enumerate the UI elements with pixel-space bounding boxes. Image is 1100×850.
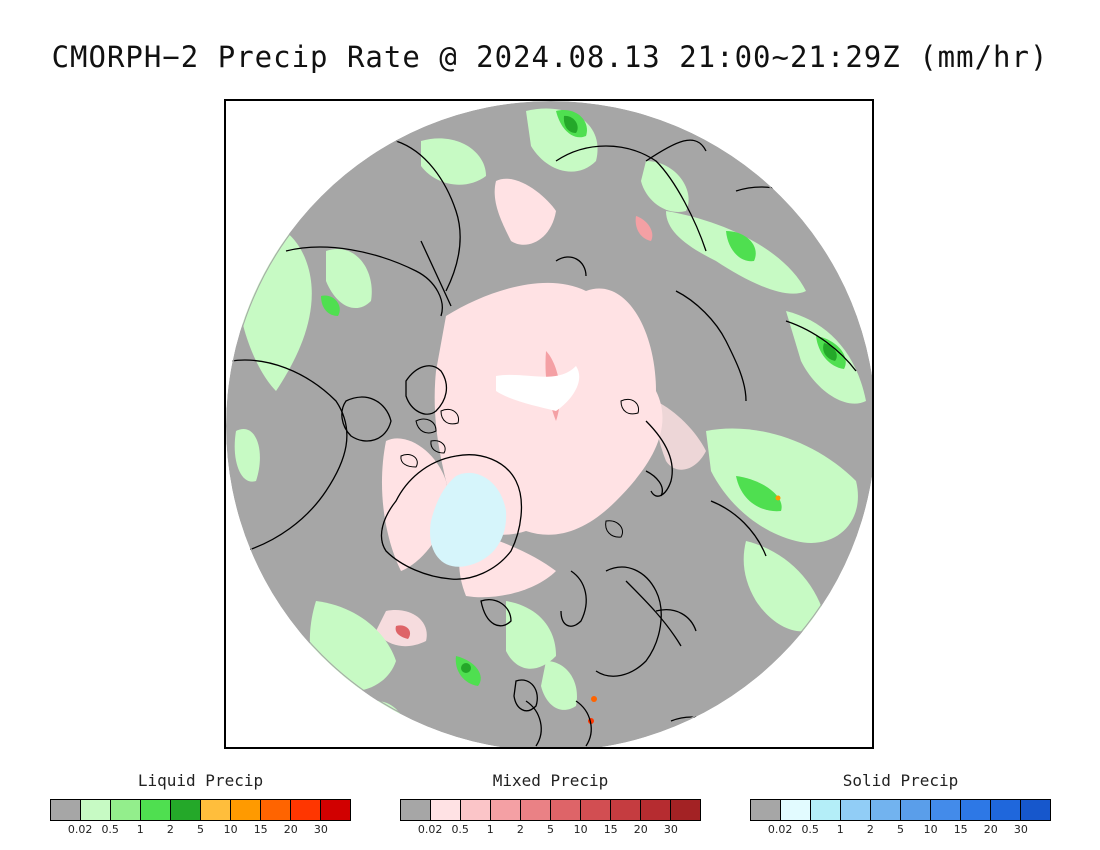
legend-swatch-0 bbox=[751, 800, 781, 820]
legend-tick-label: 15 bbox=[603, 823, 618, 836]
legend-tick-label: 10 bbox=[573, 823, 588, 836]
legend-tick-label: 30 bbox=[1013, 823, 1028, 836]
map-title: CMORPH−2 Precip Rate @ 2024.08.13 21:00~… bbox=[51, 40, 1049, 74]
legend-tick-label: 0.02 bbox=[417, 823, 443, 836]
legend-ticks: 0.02 0.5 1 2 5 10 15 20 30 bbox=[750, 821, 1051, 837]
legend-swatch-8 bbox=[641, 800, 671, 820]
solid-precip-area bbox=[430, 472, 507, 567]
legend-swatch-5 bbox=[551, 800, 581, 820]
legend-swatch-4 bbox=[171, 800, 201, 820]
legend-title: Liquid Precip bbox=[137, 771, 264, 790]
legend-title: Solid Precip bbox=[842, 771, 959, 790]
legend-tick-label: 1 bbox=[486, 823, 494, 836]
legend-swatch-6 bbox=[231, 800, 261, 820]
legend-tick-label: 5 bbox=[197, 823, 204, 836]
legend-swatch-0 bbox=[401, 800, 431, 820]
legend-liquid: Liquid Precip 0.02 0.5 1 2 5 10 15 20 30 bbox=[50, 770, 351, 837]
legend-swatch-1 bbox=[81, 800, 111, 820]
legend-swatch-5 bbox=[901, 800, 931, 820]
legend-swatch-4 bbox=[871, 800, 901, 820]
legend-swatch-2 bbox=[461, 800, 491, 820]
legend-swatch-7 bbox=[611, 800, 641, 820]
liquid-precip-heavy bbox=[461, 115, 837, 673]
precip-field bbox=[226, 101, 872, 747]
legend-swatch-0 bbox=[51, 800, 81, 820]
legend-tick-label: 30 bbox=[663, 823, 678, 836]
legend-tick-label: 2 bbox=[516, 823, 524, 836]
legend-tick-label: 20 bbox=[983, 823, 998, 836]
legend-tick-label: 5 bbox=[547, 823, 554, 836]
legend-swatch-9 bbox=[321, 800, 350, 820]
legend-swatch-2 bbox=[111, 800, 141, 820]
legend-swatch-1 bbox=[781, 800, 811, 820]
polar-precip-map bbox=[226, 101, 872, 747]
legend-swatch-1 bbox=[431, 800, 461, 820]
legend-ticks: 0.02 0.5 1 2 5 10 15 20 30 bbox=[50, 821, 351, 837]
legend-swatch-7 bbox=[961, 800, 991, 820]
legend-swatch-3 bbox=[491, 800, 521, 820]
legend-swatch-6 bbox=[581, 800, 611, 820]
legend-tick-label: 0.5 bbox=[801, 823, 819, 836]
legend-swatch-9 bbox=[1021, 800, 1050, 820]
legend-tick-label: 10 bbox=[223, 823, 238, 836]
legend-swatch-6 bbox=[931, 800, 961, 820]
legend-title: Mixed Precip bbox=[492, 771, 609, 790]
legend-tick-label: 0.5 bbox=[101, 823, 119, 836]
legend-tick-label: 30 bbox=[313, 823, 328, 836]
arctic-islands bbox=[400, 398, 640, 538]
polar-cap bbox=[496, 366, 580, 411]
legend-swatch-2 bbox=[811, 800, 841, 820]
legend-swatch-4 bbox=[521, 800, 551, 820]
legend-swatch-5 bbox=[201, 800, 231, 820]
legend-tick-label: 5 bbox=[897, 823, 904, 836]
legend-solid: Solid Precip 0.02 0.5 1 2 5 10 15 20 30 bbox=[750, 770, 1051, 837]
legend-tick-label: 15 bbox=[953, 823, 968, 836]
legend-tick-label: 2 bbox=[866, 823, 874, 836]
legend-tick-label: 2 bbox=[166, 823, 174, 836]
liquid-precip-intense bbox=[588, 495, 781, 724]
legend-colorbar bbox=[50, 799, 351, 821]
legend-tick-label: 0.5 bbox=[451, 823, 469, 836]
legend-swatch-7 bbox=[261, 800, 291, 820]
legend-tick-label: 20 bbox=[283, 823, 298, 836]
polar-map-frame bbox=[224, 99, 874, 749]
legend-tick-label: 10 bbox=[923, 823, 938, 836]
legend-colorbar bbox=[400, 799, 701, 821]
legend-tick-label: 0.02 bbox=[767, 823, 793, 836]
legend-swatch-8 bbox=[991, 800, 1021, 820]
legend-swatch-3 bbox=[841, 800, 871, 820]
legend-tick-label: 1 bbox=[836, 823, 844, 836]
map-disc-edge bbox=[226, 101, 872, 747]
legend-colorbar bbox=[750, 799, 1051, 821]
legend-swatch-9 bbox=[671, 800, 700, 820]
legend-ticks: 0.02 0.5 1 2 5 10 15 20 30 bbox=[400, 821, 701, 837]
legend-swatch-8 bbox=[291, 800, 321, 820]
legend-tick-label: 0.02 bbox=[67, 823, 93, 836]
legend-tick-label: 20 bbox=[633, 823, 648, 836]
legend-mixed: Mixed Precip 0.02 0.5 1 2 5 10 15 20 30 bbox=[400, 770, 701, 837]
legend-swatch-3 bbox=[141, 800, 171, 820]
legend-tick-label: 1 bbox=[136, 823, 144, 836]
legend-tick-label: 15 bbox=[253, 823, 268, 836]
